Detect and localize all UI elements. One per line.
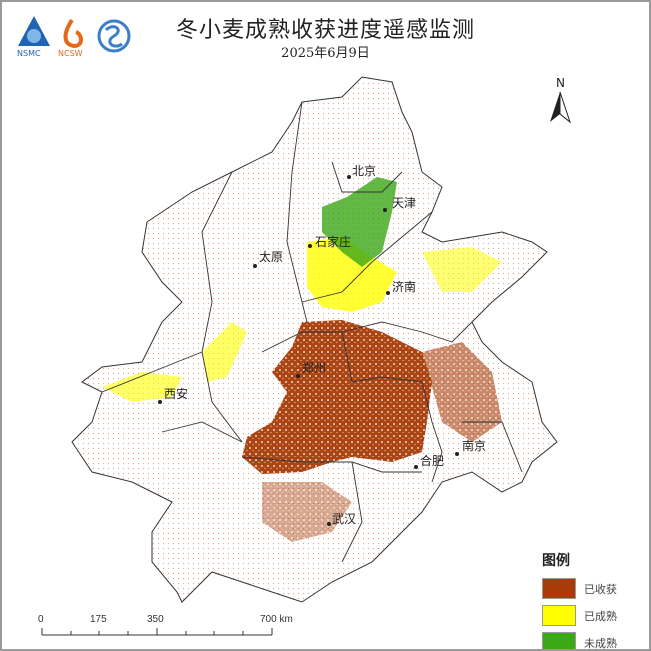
immature-area: [322, 177, 397, 267]
mature-area: [102, 237, 502, 402]
svg-text:350: 350: [147, 614, 164, 625]
scale-bar: 0 175 350 700 km: [38, 614, 293, 636]
svg-text:太原: 太原: [259, 249, 283, 264]
harvested-area: [242, 320, 502, 542]
legend: 图例 已收获 已成熟 未成熟: [542, 550, 617, 650]
cma-logo: [97, 19, 131, 53]
legend-item-immature: 未成熟: [542, 632, 617, 650]
legend-title: 图例: [542, 553, 570, 569]
legend-item-mature: 已成熟: [542, 605, 617, 626]
svg-text:700 km: 700 km: [260, 614, 293, 625]
svg-text:0: 0: [38, 614, 44, 625]
nsmc-logo: NSMC: [17, 16, 50, 58]
legend-label: 已收获: [584, 582, 617, 596]
legend-item-harvested: 已收获: [542, 578, 617, 599]
legend-swatch: [542, 605, 576, 626]
svg-text:石家庄: 石家庄: [315, 234, 351, 249]
svg-text:NCSW: NCSW: [58, 49, 83, 58]
map-title: 冬小麦成熟收获进度遥感监测: [175, 18, 475, 43]
svg-text:合肥: 合肥: [420, 453, 444, 468]
svg-text:NSMC: NSMC: [17, 49, 41, 58]
svg-text:N: N: [556, 76, 565, 90]
svg-text:175: 175: [90, 614, 107, 625]
svg-text:天津: 天津: [392, 196, 416, 210]
legend-label: 已成熟: [584, 609, 617, 623]
svg-text:南京: 南京: [462, 438, 486, 453]
legend-swatch: [542, 632, 576, 649]
svg-text:济南: 济南: [392, 279, 416, 294]
legend-label: 未成熟: [584, 636, 617, 650]
north-arrow-icon: N: [550, 76, 572, 124]
legend-swatch: [542, 578, 576, 599]
svg-text:北京: 北京: [352, 164, 376, 178]
map-date: 2025年6月9日: [281, 46, 370, 61]
svg-text:郑州: 郑州: [302, 360, 326, 375]
svg-text:西安: 西安: [164, 386, 188, 401]
city-markers: 北京 天津 石家庄 太原 济南 郑州 西安 南京 合肥 武汉: [158, 164, 486, 526]
province-borders: [101, 101, 523, 563]
ncsw-logo: NCSW: [58, 18, 83, 58]
svg-text:武汉: 武汉: [332, 512, 356, 526]
